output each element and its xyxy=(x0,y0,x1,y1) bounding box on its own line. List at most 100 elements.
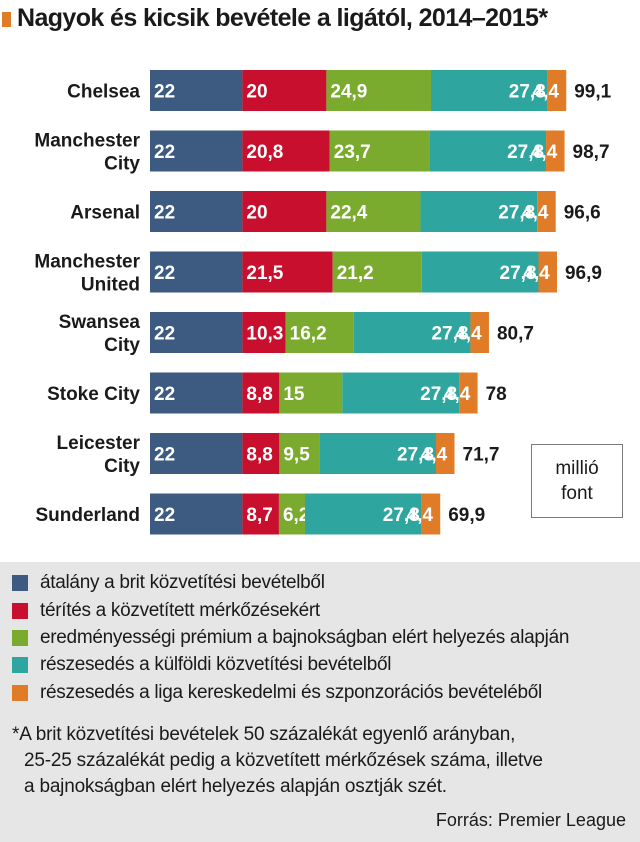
legend-swatch xyxy=(12,575,28,591)
footnote-line: *A brit közvetítési bevételek 50 százalé… xyxy=(12,724,516,745)
unit-line-2: font xyxy=(561,483,593,504)
legend-swatch xyxy=(12,657,28,673)
bar-value-label: 24,9 xyxy=(330,82,367,103)
category-label-line: Chelsea xyxy=(67,82,140,103)
category-label-line: Sunderland xyxy=(35,505,140,526)
bar-value-label: 27,8 xyxy=(383,505,420,526)
bar-value-label: 4,4 xyxy=(533,82,560,103)
category-label-line: United xyxy=(81,275,140,296)
bar-segment xyxy=(319,433,437,474)
bar-segment xyxy=(242,70,327,111)
bar-value-label: 21,2 xyxy=(337,263,374,284)
bar-segment xyxy=(242,130,330,172)
category-label-line: Swansea xyxy=(59,312,141,333)
bar-segment xyxy=(342,372,460,414)
bar-value-label: 27,8 xyxy=(509,82,546,103)
bar-segment xyxy=(278,493,305,535)
bar-value-label: 20 xyxy=(246,82,267,103)
bar-segment xyxy=(242,433,280,474)
bar-value-label: 4,4 xyxy=(523,263,550,284)
bar-value-label: 8,8 xyxy=(246,384,272,405)
category-label-line: Stoke City xyxy=(47,384,140,405)
footnote: *A brit közvetítési bevételek 50 százalé… xyxy=(12,722,632,800)
category-label: Leicester City xyxy=(57,433,141,477)
bar-value-label: 27,8 xyxy=(431,324,468,345)
bar-segment xyxy=(242,312,286,353)
bar-value-label: 22 xyxy=(154,445,175,466)
legend-label: részesedés a külföldi közvetítési bevéte… xyxy=(40,654,392,675)
legend-label: részesedés a liga kereskedelmi és szponz… xyxy=(40,682,542,703)
category-label-line: Manchester xyxy=(34,131,140,152)
unit-box: millió font xyxy=(531,444,623,518)
bar-segment xyxy=(150,433,243,474)
bar-value-label: 27,8 xyxy=(397,445,434,466)
bar-segment xyxy=(470,312,489,353)
bar-value-label: 16,2 xyxy=(290,324,327,345)
bar-segment xyxy=(547,70,567,111)
legend-item: eredményességi prémium a bajnokságban el… xyxy=(12,626,569,650)
bar-total-label: 96,9 xyxy=(565,263,602,284)
bar-segment xyxy=(150,70,243,111)
bar-segment xyxy=(279,372,343,414)
bar-segment xyxy=(150,493,243,535)
bar-segment xyxy=(150,191,243,232)
bar-total-label: 71,7 xyxy=(463,445,500,466)
bar-value-label: 22 xyxy=(154,505,175,526)
bar-value-label: 9,5 xyxy=(283,445,310,466)
bar-segment xyxy=(353,312,471,353)
category-label: Swansea City xyxy=(59,312,141,356)
bar-segment xyxy=(546,130,565,172)
bar-segment xyxy=(242,493,279,535)
bar-segment xyxy=(150,372,243,414)
bar-segment xyxy=(459,372,478,414)
bar-value-label: 4,4 xyxy=(531,142,558,163)
category-label: Manchester City xyxy=(34,131,140,175)
bar-total-label: 99,1 xyxy=(574,82,611,103)
category-label-line: City xyxy=(104,335,140,356)
bar-segment xyxy=(150,312,243,353)
bar-segment xyxy=(326,70,431,111)
bar-value-label: 4,4 xyxy=(455,324,482,345)
bar-segment xyxy=(430,70,548,111)
title-row: Nagyok és kicsik bevétele a ligától, 201… xyxy=(0,0,640,40)
category-label: Stoke City xyxy=(47,384,140,405)
category-label: Chelsea xyxy=(67,82,140,103)
category-label-line: Manchester xyxy=(34,252,140,273)
bar-value-label: 27,8 xyxy=(500,263,537,284)
category-label: Sunderland xyxy=(35,505,140,526)
bar-value-label: 22 xyxy=(154,324,175,345)
bar-segment xyxy=(279,433,320,474)
bar-segment xyxy=(326,191,421,232)
bar-value-label: 22 xyxy=(154,142,175,163)
bar-value-label: 27,8 xyxy=(420,384,457,405)
bar-segment xyxy=(242,191,327,232)
bar-segment xyxy=(421,251,539,293)
legend-item: részesedés a külföldi közvetítési bevéte… xyxy=(12,653,391,677)
legend-label: átalány a brit közvetítési bevételből xyxy=(40,572,325,593)
bar-segment xyxy=(242,251,333,293)
bar-segment xyxy=(537,191,556,232)
bar-total-label: 98,7 xyxy=(573,142,610,163)
bar-segment xyxy=(436,433,455,474)
bar-value-label: 22,4 xyxy=(330,203,367,224)
category-label: Arsenal xyxy=(70,203,140,224)
bar-value-label: 8,8 xyxy=(246,445,272,466)
legend-swatch xyxy=(12,685,28,701)
bar-segment xyxy=(150,130,243,172)
bar-segment xyxy=(332,251,422,293)
category-label-line: City xyxy=(104,154,140,175)
legend-panel: átalány a brit közvetítési bevételből té… xyxy=(0,562,640,842)
bar-segment xyxy=(304,493,422,535)
bar-value-label: 27,8 xyxy=(507,142,544,163)
legend-item: átalány a brit közvetítési bevételből xyxy=(12,571,325,595)
bar-segment xyxy=(242,372,280,414)
bar-value-label: 4,4 xyxy=(444,384,471,405)
bar-segment xyxy=(538,251,557,293)
category-label-line: Arsenal xyxy=(70,203,140,224)
bar-value-label: 4,4 xyxy=(522,203,549,224)
category-label-line: City xyxy=(104,456,140,477)
bar-segment xyxy=(420,191,538,232)
bar-value-label: 27,8 xyxy=(498,203,535,224)
legend-item: részesedés a liga kereskedelmi és szponz… xyxy=(12,681,542,705)
